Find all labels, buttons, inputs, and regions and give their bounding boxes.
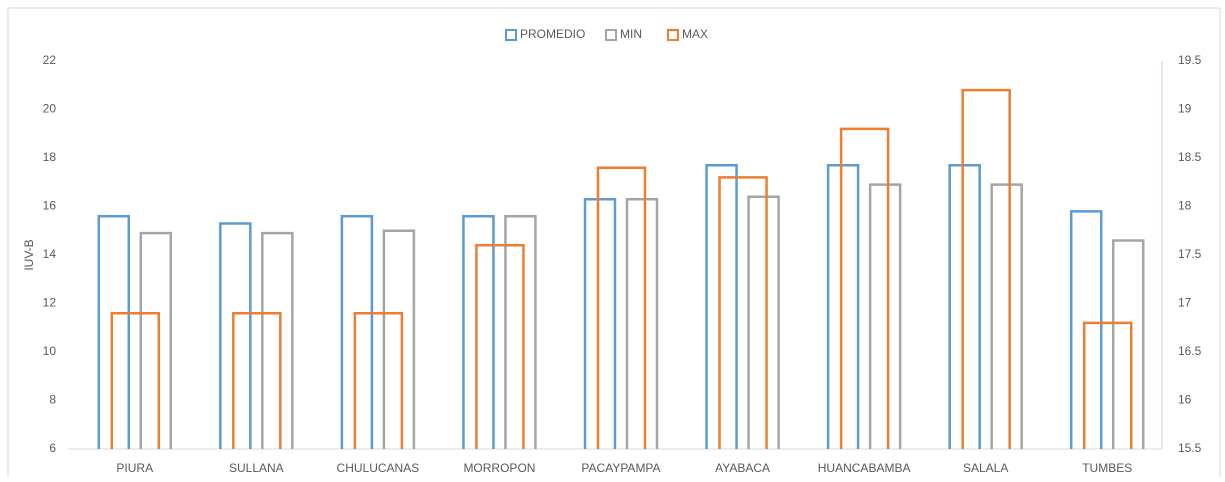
y2-tick-label: 16 — [1178, 393, 1192, 407]
legend-label: PROMEDIO — [520, 27, 585, 41]
bar — [596, 166, 647, 449]
x-tick-label: AYABACA — [715, 461, 770, 475]
y2-tick-label: 19 — [1178, 102, 1192, 116]
bar — [353, 311, 404, 449]
y-tick-label: 16 — [43, 199, 57, 213]
bar — [718, 176, 768, 449]
bar — [219, 222, 252, 449]
y-tick-label: 10 — [43, 344, 57, 358]
legend-label: MIN — [620, 27, 642, 41]
legend-swatch — [667, 29, 679, 41]
x-tick-label: PIURA — [116, 461, 153, 475]
legend-swatch — [505, 29, 517, 41]
y2-tick-label: 17.5 — [1178, 247, 1202, 261]
bar — [97, 214, 131, 449]
x-tick-label: SULLANA — [229, 461, 284, 475]
y2-tick-label: 19.5 — [1178, 53, 1202, 67]
y2-tick-label: 18.5 — [1178, 150, 1202, 164]
x-tick-label: CHULUCANAS — [337, 461, 420, 475]
legend-label: MAX — [682, 27, 708, 41]
bar — [826, 164, 860, 449]
bar — [504, 214, 537, 449]
y2-tick-label: 15.5 — [1178, 441, 1202, 455]
y-tick-label: 18 — [43, 150, 57, 164]
bar — [948, 164, 981, 449]
bar — [583, 197, 617, 449]
bar — [382, 229, 416, 449]
bar — [1082, 321, 1133, 449]
bar — [139, 231, 173, 449]
y2-tick-label: 16.5 — [1178, 344, 1202, 358]
x-tick-label: TUMBES — [1082, 461, 1132, 475]
y-axis-label: IUV-B — [22, 239, 36, 270]
bar — [961, 88, 1011, 449]
y-tick-label: 12 — [43, 296, 57, 310]
x-tick-label: PACAYPAMPA — [581, 461, 660, 475]
bar — [839, 127, 890, 449]
y2-tick-label: 18 — [1178, 199, 1192, 213]
y-tick-label: 22 — [43, 53, 57, 67]
bar — [990, 183, 1023, 449]
bar — [868, 183, 902, 449]
bar — [232, 311, 282, 449]
y-tick-label: 6 — [49, 441, 56, 455]
bar — [110, 311, 161, 449]
x-tick-label: MORROPON — [463, 461, 535, 475]
y-tick-label: 8 — [49, 393, 56, 407]
bar — [261, 231, 294, 449]
y-tick-label: 20 — [43, 102, 57, 116]
x-tick-label: HUANCABAMBA — [818, 461, 911, 475]
bar — [462, 214, 495, 449]
bar — [705, 164, 738, 449]
bar — [1069, 210, 1103, 449]
y2-tick-label: 17 — [1178, 296, 1192, 310]
bar — [747, 195, 780, 449]
bar — [475, 244, 525, 449]
bar — [340, 214, 374, 449]
legend-swatch — [605, 29, 617, 41]
bar — [625, 197, 659, 449]
bar — [1111, 239, 1145, 449]
y-tick-label: 14 — [43, 247, 57, 261]
x-tick-label: SALALA — [963, 461, 1008, 475]
